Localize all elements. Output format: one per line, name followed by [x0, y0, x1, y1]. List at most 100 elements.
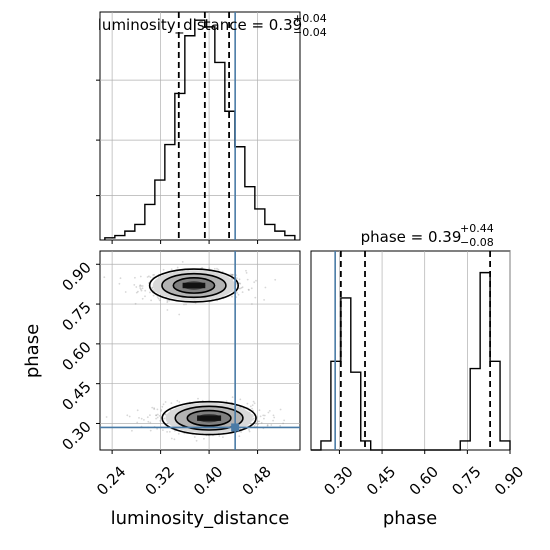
sample-point — [273, 416, 276, 419]
sample-point — [238, 278, 241, 281]
sample-point — [119, 277, 122, 280]
sample-point — [238, 282, 241, 285]
x-tick-label: 0.48 — [239, 463, 275, 499]
sample-point — [139, 284, 142, 287]
sample-point — [140, 417, 143, 420]
sample-point — [229, 273, 232, 276]
sample-point — [251, 407, 254, 410]
histogram-step-line — [104, 19, 296, 240]
panel-title: luminosity_distance = 0.39 — [98, 16, 302, 35]
sample-point — [137, 290, 139, 293]
truth-marker — [231, 423, 240, 432]
sample-point — [168, 299, 171, 302]
sample-point — [201, 266, 204, 269]
sample-point — [252, 400, 255, 403]
sample-point — [162, 429, 164, 431]
sample-point — [148, 275, 150, 278]
sample-point — [222, 436, 224, 438]
sample-point — [208, 267, 211, 270]
sample-point — [218, 435, 221, 437]
tick-marks — [96, 79, 259, 244]
x-axis-label-luminosity-distance: luminosity_distance — [111, 508, 290, 529]
sample-point — [133, 284, 136, 286]
sample-point — [253, 424, 256, 427]
sample-point — [263, 417, 265, 420]
quantile-lines — [177, 12, 230, 240]
sample-point — [150, 299, 153, 302]
sample-point — [257, 423, 259, 425]
sample-point — [159, 419, 162, 422]
sample-point — [225, 400, 228, 403]
sample-point — [245, 272, 248, 274]
sample-point — [173, 438, 176, 441]
y-axis-label-phase: phase — [22, 324, 43, 378]
sample-point — [139, 275, 142, 278]
sample-point — [118, 282, 121, 285]
sample-point — [282, 422, 284, 425]
sample-point — [176, 266, 179, 269]
sample-point — [160, 417, 162, 419]
sample-point — [155, 414, 158, 416]
sample-point — [254, 296, 257, 299]
sample-point — [267, 411, 270, 414]
sample-point — [241, 291, 244, 293]
sample-point — [183, 303, 185, 306]
title-prefix: luminosity_distance = 0.39 — [98, 16, 302, 35]
sample-point — [151, 406, 154, 409]
sample-point — [163, 417, 166, 420]
sample-point — [158, 415, 161, 417]
sample-point — [235, 277, 238, 280]
contour-line — [148, 268, 240, 303]
sample-point — [141, 285, 144, 287]
sample-point — [230, 273, 233, 276]
sample-point — [216, 267, 218, 270]
sample-point — [231, 274, 234, 277]
title-plus-error: +0.44 — [460, 222, 494, 235]
y-tick-label: 0.60 — [58, 338, 94, 374]
sample-point — [149, 421, 152, 424]
sample-point — [138, 417, 140, 419]
sample-point — [178, 313, 181, 316]
sample-point — [260, 422, 263, 424]
sample-point — [231, 273, 234, 276]
sample-point — [254, 423, 257, 425]
sample-point — [136, 421, 139, 424]
sample-point — [256, 420, 259, 423]
contour-line — [161, 400, 257, 436]
contour-line — [186, 409, 232, 427]
sample-point — [160, 408, 163, 411]
tick-marks — [96, 263, 259, 454]
sample-point — [263, 414, 266, 417]
sample-point — [144, 295, 146, 298]
sample-point — [250, 287, 253, 290]
sample-point — [166, 431, 169, 433]
sample-point — [143, 419, 145, 421]
sample-point — [181, 261, 184, 263]
sample-point — [258, 420, 260, 423]
histogram-steps — [104, 19, 296, 240]
contour-line — [174, 405, 244, 431]
title-minus-error: −0.04 — [293, 26, 327, 39]
sample-point — [238, 435, 241, 438]
sample-point — [203, 437, 205, 440]
sample-point — [149, 414, 151, 416]
sample-point — [140, 289, 143, 292]
grid — [339, 251, 511, 450]
sample-point — [153, 408, 156, 410]
sample-point — [195, 439, 198, 442]
sample-point — [239, 398, 242, 401]
sample-point — [178, 401, 181, 403]
histogram-steps — [311, 271, 511, 451]
x-tick-label: 0.40 — [190, 463, 226, 499]
sample-point — [231, 273, 234, 276]
y-tick-label: 0.30 — [58, 418, 94, 454]
sample-point — [168, 430, 171, 433]
sample-point — [146, 276, 149, 278]
sample-point — [103, 276, 106, 279]
sample-point — [231, 295, 233, 298]
sample-point — [239, 282, 242, 285]
sample-point — [170, 437, 173, 440]
sample-point — [152, 294, 155, 297]
sample-point — [245, 269, 247, 272]
